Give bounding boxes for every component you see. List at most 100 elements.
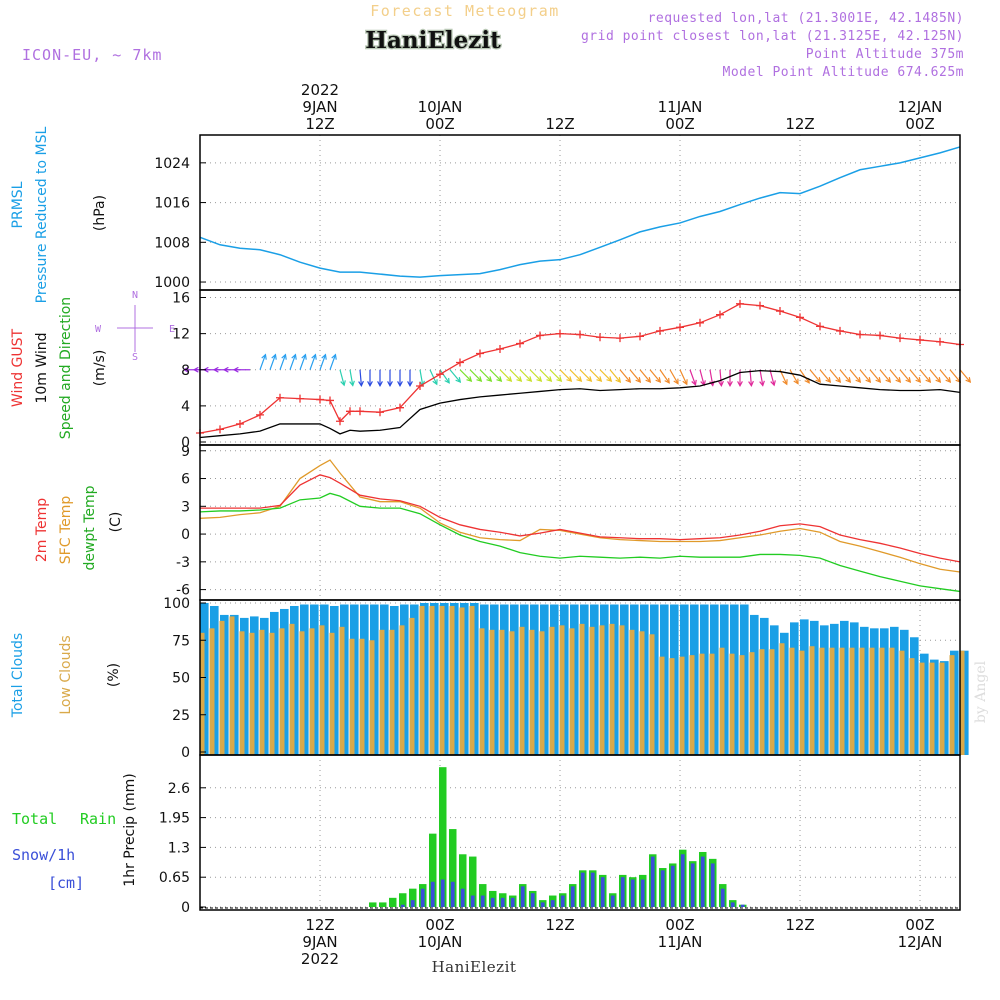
wind-arrow-head: [865, 376, 872, 383]
wind-gust-point: [556, 329, 564, 338]
wind-arrow-head: [222, 366, 229, 373]
wind-compass: N S W E: [95, 290, 175, 363]
station-title: HaniElezit: [365, 27, 501, 54]
bottom-time-label: 00Z: [905, 916, 934, 934]
low-cloud-bar: [289, 623, 295, 755]
low-cloud-bar: [209, 628, 215, 755]
wind-unit: (m/s): [92, 350, 108, 387]
snow-bar: [510, 897, 515, 907]
wind-direction-arrow: [799, 369, 810, 384]
low-cloud-bar: [419, 605, 425, 755]
low-cloud-bar: [339, 626, 345, 755]
wind-arrow-head: [182, 366, 189, 373]
rain-bar: [429, 833, 437, 907]
snow-bar: [620, 877, 625, 907]
total-clouds-label: Total Clouds: [10, 633, 26, 718]
snow-bar: [440, 879, 445, 907]
wind-direction-arrow: [279, 354, 287, 370]
low-cloud-bar: [369, 640, 375, 755]
snow-bar: [690, 863, 695, 907]
wind-arrow-head: [965, 376, 972, 383]
wind-arrow-head: [407, 381, 413, 388]
rain-bar: [369, 902, 377, 907]
low-cloud-bar: [529, 629, 535, 755]
wind-10m-label: 10m Wind: [34, 332, 50, 403]
wind-arrow-head: [556, 376, 563, 382]
wind-arrow-head: [782, 379, 788, 386]
bottom-time-label: 9JAN: [302, 933, 337, 951]
wind-arrow-head: [506, 376, 513, 382]
wind-gust-point: [356, 407, 364, 416]
low-cloud-bar: [799, 650, 805, 755]
wind-arrow-head: [444, 377, 450, 384]
wind-direction-arrow: [839, 369, 851, 383]
wind-gust-point: [346, 407, 354, 416]
wind-arrow-head: [301, 353, 307, 360]
wind-gust-point: [416, 382, 424, 391]
snow-bar: [710, 863, 715, 907]
snow-bar: [480, 895, 485, 907]
snow-bar: [650, 856, 655, 907]
wind-gust-point: [836, 326, 844, 335]
y-axis-ticks: 10001008101610240481216-6-30369025507510…: [154, 156, 206, 916]
temp-sfc-label: SFC Temp: [58, 496, 74, 565]
wind-arrow-head: [645, 376, 652, 383]
wind-arrow-head: [727, 381, 733, 388]
low-cloud-bar: [679, 656, 685, 755]
rain-bar: [459, 854, 467, 907]
wind-direction-arrow: [869, 369, 881, 383]
wind-arrow-head: [526, 376, 533, 382]
rain-bar: [399, 893, 407, 907]
wind-direction-arrow: [459, 369, 472, 382]
snow-bar: [670, 865, 675, 907]
low-cloud-bar: [389, 629, 395, 755]
wind-direction-arrow: [769, 369, 775, 386]
wind-direction-arrow: [699, 369, 705, 386]
wind-direction-arrow: [909, 369, 921, 383]
wind-arrow-head: [576, 376, 583, 382]
low-cloud-bar: [939, 662, 945, 755]
clouds-ytick-label: 50: [172, 671, 190, 687]
low-cloud-bar: [759, 649, 765, 755]
wind-direction-arrow: [609, 369, 621, 383]
snow-bar: [680, 854, 685, 907]
wind-gust-point: [476, 349, 484, 358]
wind-direction-arrow: [819, 369, 831, 383]
wind-direction-arrow: [449, 369, 461, 383]
wind-arrow-head: [331, 353, 337, 360]
wind-gust-point: [256, 410, 264, 419]
temp-dewpt-label: dewpt Temp: [82, 485, 98, 570]
compass-north: N: [132, 290, 138, 301]
wind-arrow-head: [455, 376, 462, 383]
precipitation-frame: [199, 754, 961, 911]
wind-arrow-head: [586, 376, 593, 382]
prmsl-line: [199, 146, 961, 278]
wind-direction-arrow: [619, 369, 631, 383]
wind-arrow-head: [615, 376, 622, 383]
wind-ytick-label: 8: [181, 363, 190, 379]
low-cloud-bar: [379, 629, 385, 755]
wind-arrow-head: [321, 353, 327, 360]
wind-arrow-head: [212, 366, 219, 373]
wind-direction-arrow: [479, 369, 492, 382]
wind-gust-point: [536, 331, 544, 340]
wind-gust-point: [326, 396, 334, 405]
data-layer: [182, 146, 972, 909]
wind-gust-point: [636, 332, 644, 341]
wind-direction-arrow: [499, 369, 512, 382]
wind-gust-point: [716, 310, 724, 319]
low-cloud-bar: [439, 605, 445, 755]
wind-arrow-head: [625, 376, 632, 383]
wind-gust-point: [816, 322, 824, 331]
wind-direction-arrow: [649, 369, 661, 383]
wind-gust-point: [676, 323, 684, 332]
wind-arrow-head: [635, 376, 642, 383]
wind-direction-arrow: [589, 369, 602, 382]
temperature-ytick-label: 0: [181, 527, 190, 543]
low-cloud-bar: [319, 625, 325, 755]
snow-bar: [580, 872, 585, 907]
wind-gust-point: [436, 370, 444, 379]
snow-bar: [550, 900, 555, 907]
wind-direction-arrow: [629, 369, 641, 383]
